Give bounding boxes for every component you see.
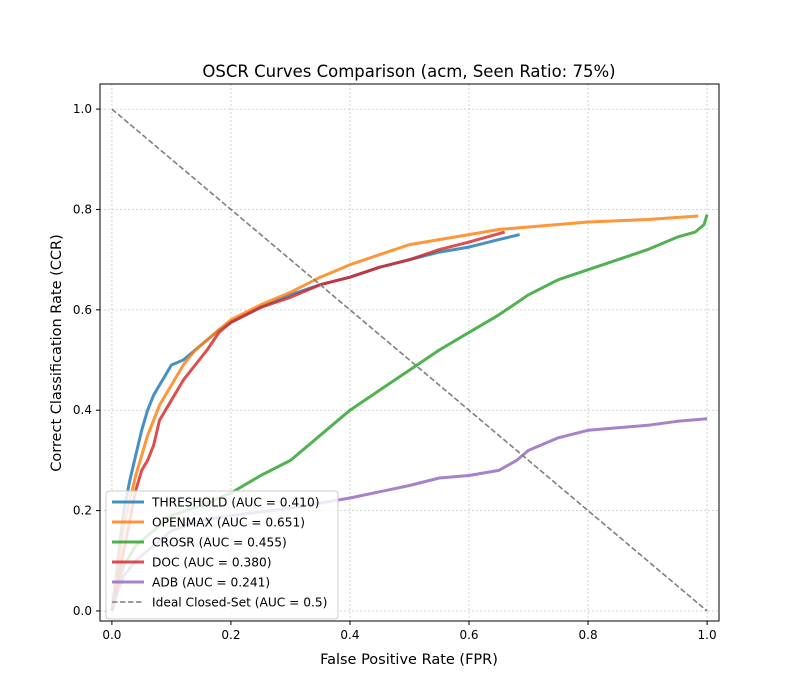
x-tick-label: 0.0 xyxy=(102,628,121,642)
x-tick-label: 0.8 xyxy=(579,628,598,642)
x-tick-label: 0.2 xyxy=(221,628,240,642)
legend-box xyxy=(105,490,339,620)
y-axis-label: Correct Classification Rate (CCR) xyxy=(49,234,65,472)
legend-label: ADB (AUC = 0.241) xyxy=(152,576,270,590)
y-tick-label: 0.6 xyxy=(73,303,92,317)
y-tick-label: 0.8 xyxy=(73,202,92,216)
grid-lines xyxy=(100,84,719,621)
series-line-1 xyxy=(110,214,699,612)
legend-label: OPENMAX (AUC = 0.651) xyxy=(152,516,305,530)
legend-label: THRESHOLD (AUC = 0.410) xyxy=(151,496,319,510)
y-tick-label: 0.0 xyxy=(73,604,92,618)
chart-title: OSCR Curves Comparison (acm, Seen Ratio:… xyxy=(202,62,615,81)
legend: THRESHOLD (AUC = 0.410) OPENMAX (AUC = 0.… xyxy=(105,490,339,620)
y-tick-label: 0.2 xyxy=(73,504,92,518)
x-tick-label: 0.6 xyxy=(459,628,478,642)
legend-label: CROSR (AUC = 0.455) xyxy=(152,536,287,550)
y-tick-label: 0.4 xyxy=(73,403,92,417)
legend-label: Ideal Closed-Set (AUC = 0.5) xyxy=(152,596,327,610)
x-axis-label: False Positive Rate (FPR) xyxy=(320,652,498,668)
series-line-5 xyxy=(111,108,708,612)
legend-label: DOC (AUC = 0.380) xyxy=(152,556,272,570)
x-tick-label: 0.4 xyxy=(340,628,359,642)
plot-area-frame xyxy=(99,83,720,622)
x-tick-label: 1.0 xyxy=(698,628,717,642)
y-tick-label: 1.0 xyxy=(73,102,92,116)
axis-ticks: 0.0 0.2 0.4 0.6 0.8 1.0 0.0 0.2 0.4 0.6 0.8 1.0 xyxy=(73,102,717,642)
